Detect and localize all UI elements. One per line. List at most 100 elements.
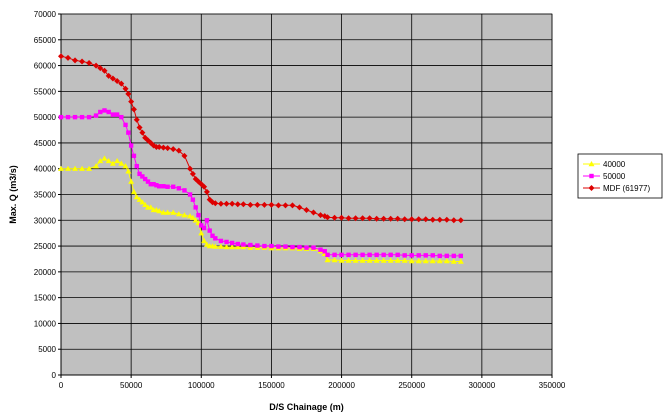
data-point <box>79 58 86 65</box>
data-point <box>130 106 137 113</box>
data-point <box>97 65 104 72</box>
y-tick-label: 30000 <box>34 216 57 225</box>
data-point <box>366 257 373 263</box>
data-point <box>212 243 219 249</box>
data-point <box>422 258 429 264</box>
data-point <box>187 192 193 197</box>
data-point <box>235 241 240 247</box>
data-point <box>247 201 254 208</box>
data-point <box>65 114 71 120</box>
series-mdf-61977 <box>58 53 464 224</box>
x-axis-title: D/S Chainage (m) <box>269 402 344 412</box>
data-point <box>373 257 380 263</box>
data-point <box>276 244 281 249</box>
data-point <box>58 165 64 171</box>
y-tick-label: 40000 <box>34 165 57 174</box>
data-point <box>203 188 210 195</box>
series-lines <box>58 53 464 264</box>
data-point <box>193 205 198 210</box>
data-point <box>198 230 205 236</box>
data-point <box>338 214 345 221</box>
data-point <box>387 215 394 222</box>
data-point <box>165 184 170 189</box>
data-point <box>131 153 137 159</box>
x-tick-label: 50000 <box>120 381 143 390</box>
series-40000 <box>58 155 464 264</box>
x-tick-label: 300000 <box>469 381 496 390</box>
data-point <box>207 228 212 233</box>
data-point <box>181 152 188 159</box>
data-point <box>106 109 111 115</box>
data-point <box>118 80 125 87</box>
data-point <box>401 257 408 263</box>
data-point <box>133 116 140 123</box>
data-point <box>339 252 344 258</box>
legend-item: MDF (61977) <box>583 184 650 193</box>
data-point <box>395 252 400 258</box>
data-point <box>359 215 366 222</box>
data-point <box>189 170 196 177</box>
data-point <box>164 145 171 152</box>
data-point <box>118 160 125 166</box>
data-point <box>429 216 436 223</box>
data-point <box>229 244 236 250</box>
data-point <box>157 184 162 189</box>
data-point <box>297 244 302 250</box>
data-point <box>451 253 456 259</box>
legend-item: 40000 <box>583 160 626 169</box>
data-point <box>65 54 72 61</box>
data-point <box>65 165 72 171</box>
data-point <box>318 247 323 252</box>
data-point <box>161 184 166 189</box>
data-point <box>311 245 316 250</box>
data-point <box>415 258 422 264</box>
data-point <box>588 185 595 191</box>
x-tick-label: 250000 <box>398 381 425 390</box>
data-point <box>139 129 146 136</box>
data-point <box>97 157 104 164</box>
data-point <box>192 217 199 223</box>
x-tick-label: 350000 <box>539 381 566 390</box>
data-point <box>86 165 93 171</box>
y-tick-label: 55000 <box>34 87 57 96</box>
data-point <box>148 181 153 187</box>
data-point <box>93 113 99 118</box>
data-point <box>110 112 116 117</box>
data-point <box>101 67 108 74</box>
data-point <box>269 243 274 249</box>
data-point <box>145 179 151 184</box>
data-point <box>125 90 132 97</box>
y-tick-label: 5000 <box>38 345 56 354</box>
data-point <box>401 216 408 223</box>
data-point <box>229 240 235 246</box>
y-tick-label: 35000 <box>34 191 57 200</box>
y-tick-label: 50000 <box>34 113 57 122</box>
data-point <box>248 242 253 248</box>
data-point <box>98 109 103 115</box>
data-point <box>136 124 143 131</box>
data-point <box>122 163 129 169</box>
data-point <box>133 194 140 200</box>
data-point <box>310 209 317 216</box>
data-point <box>423 253 428 258</box>
data-point <box>394 215 401 222</box>
data-point <box>589 173 594 179</box>
data-point <box>262 243 267 249</box>
data-point <box>182 188 187 193</box>
data-point <box>58 53 64 60</box>
data-point <box>402 253 407 258</box>
x-tick-label: 150000 <box>258 381 285 390</box>
data-point <box>290 244 295 250</box>
data-point <box>105 157 112 164</box>
data-point <box>331 256 338 263</box>
legend-label: 40000 <box>603 160 626 169</box>
data-point <box>86 114 92 120</box>
data-point <box>210 233 215 238</box>
data-point <box>156 144 163 151</box>
data-point <box>224 239 229 245</box>
grid-lines <box>60 13 553 376</box>
data-point <box>201 237 208 244</box>
data-point <box>345 257 352 263</box>
data-point <box>366 215 373 222</box>
data-point <box>93 163 100 169</box>
